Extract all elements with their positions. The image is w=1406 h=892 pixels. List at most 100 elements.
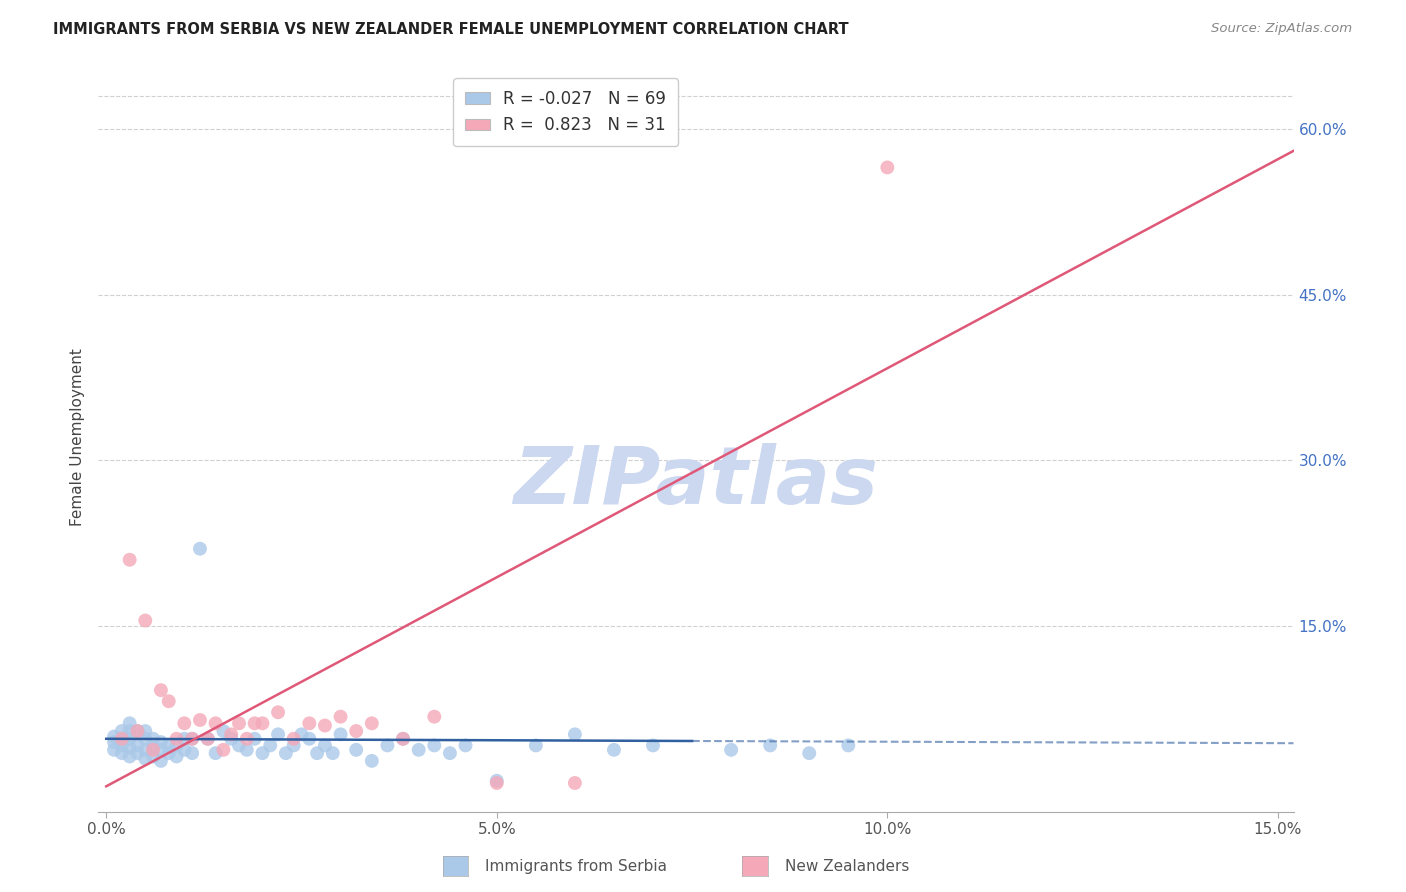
Point [149,683,172,698]
Point [259,739,281,753]
Point [564,776,586,790]
Point [837,739,859,753]
Point [212,743,235,757]
Point [212,724,235,739]
Point [329,709,352,723]
Point [307,746,329,760]
Point [157,739,180,753]
Point [524,739,547,753]
Point [290,727,312,741]
Point [322,746,344,760]
Point [188,541,211,556]
Point [134,724,156,739]
Text: IMMIGRANTS FROM SERBIA VS NEW ZEALANDER FEMALE UNEMPLOYMENT CORRELATION CHART: IMMIGRANTS FROM SERBIA VS NEW ZEALANDER … [53,22,849,37]
Text: Source: ZipAtlas.com: Source: ZipAtlas.com [1212,22,1353,36]
Point [344,724,367,739]
Point [149,743,172,757]
Point [118,740,141,755]
Point [485,773,508,788]
Point [118,724,141,739]
Point [127,739,149,753]
Point [423,709,446,723]
Point [876,161,898,175]
Point [142,731,165,746]
Point [173,716,195,731]
Point [360,716,382,731]
Point [142,749,165,764]
Point [392,731,415,746]
Point [344,743,367,757]
Point [759,739,782,753]
Point [181,746,204,760]
Point [228,739,250,753]
Point [603,743,626,757]
Point [127,746,149,760]
Point [219,731,242,746]
Point [274,746,297,760]
Point [204,746,226,760]
Point [157,746,180,760]
Point [314,739,336,753]
Point [134,614,156,628]
Point [423,739,446,753]
Text: ZIPatlas: ZIPatlas [513,443,879,521]
Point [103,730,125,744]
Point [111,731,134,746]
Point [149,735,172,749]
Point [181,731,204,746]
Point [408,743,430,757]
Point [181,731,204,746]
Point [103,735,125,749]
Point [118,716,141,731]
Point [252,716,274,731]
Point [149,754,172,768]
Point [243,716,266,731]
Point [243,731,266,746]
Point [173,743,195,757]
Point [720,743,742,757]
Point [236,743,259,757]
Point [127,724,149,739]
Point [142,740,165,755]
Point [267,705,290,719]
Point [134,752,156,766]
Legend: R = -0.027   N = 69, R =  0.823   N = 31: R = -0.027 N = 69, R = 0.823 N = 31 [453,78,678,146]
Point [298,716,321,731]
Text: Immigrants from Serbia: Immigrants from Serbia [485,859,666,873]
Point [103,743,125,757]
Point [252,746,274,760]
Point [127,724,149,739]
Point [134,731,156,746]
Point [166,739,188,753]
Point [314,718,336,732]
Point [166,749,188,764]
Point [283,731,305,746]
Point [454,739,477,753]
Point [197,731,219,746]
Point [197,731,219,746]
Point [564,727,586,741]
Point [111,739,134,753]
Point [799,746,821,760]
Point [118,553,141,567]
Point [134,743,156,757]
Point [219,727,242,741]
Point [641,739,664,753]
Point [111,724,134,739]
Point [118,731,141,746]
Point [111,731,134,746]
Y-axis label: Female Unemployment: Female Unemployment [69,348,84,526]
Point [298,731,321,746]
Point [173,731,195,746]
Point [228,716,250,731]
Point [118,749,141,764]
Point [204,716,226,731]
Point [267,727,290,741]
Text: New Zealanders: New Zealanders [785,859,908,873]
Point [329,727,352,741]
Point [485,776,508,790]
Point [142,743,165,757]
Point [188,713,211,727]
Point [236,731,259,746]
Point [392,731,415,746]
